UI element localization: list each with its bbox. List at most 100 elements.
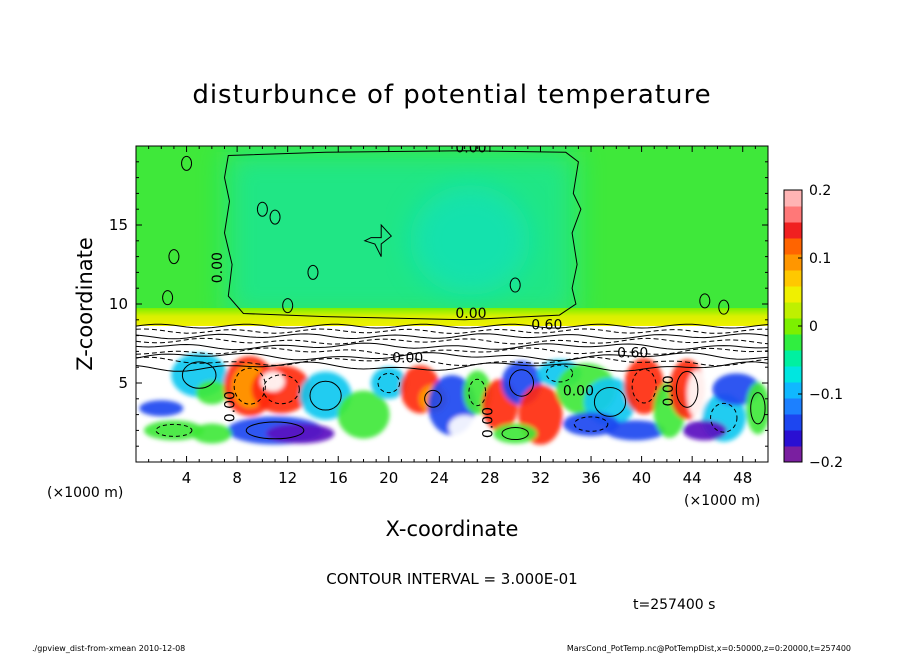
- x-tick-label: 12: [278, 469, 297, 487]
- footer-right: MarsCond_PotTemp.nc@PotTempDist,x=0:5000…: [567, 644, 851, 653]
- x-axis-label: X-coordinate: [386, 517, 519, 541]
- upper-central-cyan-core: [410, 185, 530, 295]
- contour-line: [155, 423, 193, 437]
- colorbar-tick-label: −0.2: [809, 455, 843, 471]
- x-tick-label: 44: [683, 469, 702, 487]
- x-tick-label: 32: [531, 469, 550, 487]
- contour-line: [136, 328, 768, 334]
- turbulent-cell: [493, 423, 538, 444]
- colorbar-swatch: [784, 382, 802, 399]
- contour-line: [424, 389, 442, 408]
- colorbar-swatch: [784, 254, 802, 271]
- x-axis: 4 8 12 16 20 24 28 32 36 40 44 48: [148, 146, 756, 487]
- colorbar-swatch: [784, 366, 802, 383]
- contour-label: 0.00: [480, 407, 496, 438]
- turbulent-cell: [370, 367, 407, 399]
- turbulent-cell: [195, 380, 228, 405]
- colorbar-swatch: [784, 238, 802, 255]
- colorbar-swatch: [784, 190, 802, 207]
- contour-line: [136, 333, 768, 340]
- contour-interval-label: CONTOUR INTERVAL = 3.000E-01: [326, 570, 577, 588]
- x-tick-label: 36: [581, 469, 600, 487]
- footer-left: ./gpview_dist-from-xmean 2010-12-08: [32, 644, 185, 653]
- turbulent-cell: [143, 420, 204, 441]
- contour-label: 0.60: [617, 346, 648, 362]
- x-tick-label: 4: [182, 469, 192, 487]
- contour-line: [710, 402, 738, 433]
- contour-line: [593, 387, 627, 417]
- y-axis-label: Z-coordinate: [73, 237, 97, 371]
- contour-label: 0.00: [661, 375, 677, 406]
- contour-line: [309, 380, 342, 411]
- turbulent-cell: [624, 358, 665, 415]
- contour-label: 0.00: [455, 306, 486, 322]
- contour-line: [501, 427, 529, 441]
- contour-line: [282, 298, 294, 314]
- contour-line: [136, 323, 768, 329]
- contour-line: [468, 378, 487, 407]
- turbulent-cell: [605, 420, 666, 441]
- x-tick-label: 8: [232, 469, 242, 487]
- x-tick-label: 28: [480, 469, 499, 487]
- colorbar-tick-label: 0.1: [809, 251, 831, 267]
- x-tick-label: 40: [632, 469, 651, 487]
- x-tick-label: 48: [733, 469, 752, 487]
- turbulent-cell: [682, 420, 727, 441]
- contour-line: [162, 290, 174, 306]
- contour-line: [509, 277, 521, 293]
- contour-line: [256, 201, 268, 217]
- contour-line: [573, 416, 609, 432]
- contour-line: [136, 361, 768, 372]
- contour-line: [509, 369, 535, 397]
- y-tick-label: 15: [109, 216, 128, 234]
- contour-line: [363, 223, 393, 257]
- colorbar-swatch: [784, 222, 802, 239]
- contour-line: [245, 421, 305, 440]
- chart-title: disturbunce of potential temperature: [192, 80, 711, 110]
- turbulent-cells: [139, 353, 768, 445]
- x-unit-right: (×1000 m): [684, 493, 760, 509]
- contour-line: [168, 249, 180, 265]
- turbulent-cell: [337, 390, 390, 439]
- turbulent-cell: [448, 415, 481, 440]
- contour-line: [631, 368, 657, 404]
- colorbar-swatch: [784, 430, 802, 447]
- time-label: t=257400 s: [633, 597, 715, 613]
- contour-labels: 0.00 0.00 0.00 0.60 0.60 0.00 0.00 0.00 0.00 0.00: [210, 140, 677, 438]
- x-tick-label: 16: [329, 469, 348, 487]
- x-unit-left: (×1000 m): [47, 485, 123, 501]
- contour-line: [136, 337, 768, 345]
- y-tick-label: 10: [109, 295, 128, 313]
- contour-label: 0.00: [563, 384, 594, 400]
- contour-line: [233, 367, 266, 405]
- contour-lines: [136, 150, 768, 441]
- colorbar-swatch: [784, 318, 802, 335]
- contour-label: 0.00: [455, 140, 486, 156]
- y-axis: 5 10 15: [109, 161, 768, 447]
- colorbar-swatch: [784, 350, 802, 367]
- contour-line: [223, 150, 582, 321]
- colorbar-swatch: [784, 398, 802, 415]
- turbulent-cell: [299, 371, 352, 420]
- colorbar-swatch: [784, 206, 802, 223]
- colorbar-swatch: [784, 334, 802, 351]
- colorbar-swatch: [784, 302, 802, 319]
- colorbar-tick-label: −0.1: [809, 387, 843, 403]
- colorbar-tick-label: 0.2: [809, 183, 831, 199]
- contour-line: [269, 209, 281, 225]
- contour-line: [699, 293, 711, 309]
- contour-line: [750, 392, 766, 425]
- contour-line: [307, 264, 319, 280]
- colorbar: 0.2 0.1 0 −0.1 −0.2: [783, 183, 843, 471]
- inversion-band-fill: [136, 308, 768, 326]
- y-tick-label: 5: [118, 374, 128, 392]
- turbulent-cell: [260, 371, 285, 392]
- turbulent-cell: [563, 412, 620, 437]
- contour-line: [136, 347, 768, 356]
- contour-line: [675, 370, 699, 408]
- contour-label: 0.60: [531, 317, 562, 333]
- colorbar-swatch: [784, 270, 802, 287]
- contour-line: [262, 374, 300, 405]
